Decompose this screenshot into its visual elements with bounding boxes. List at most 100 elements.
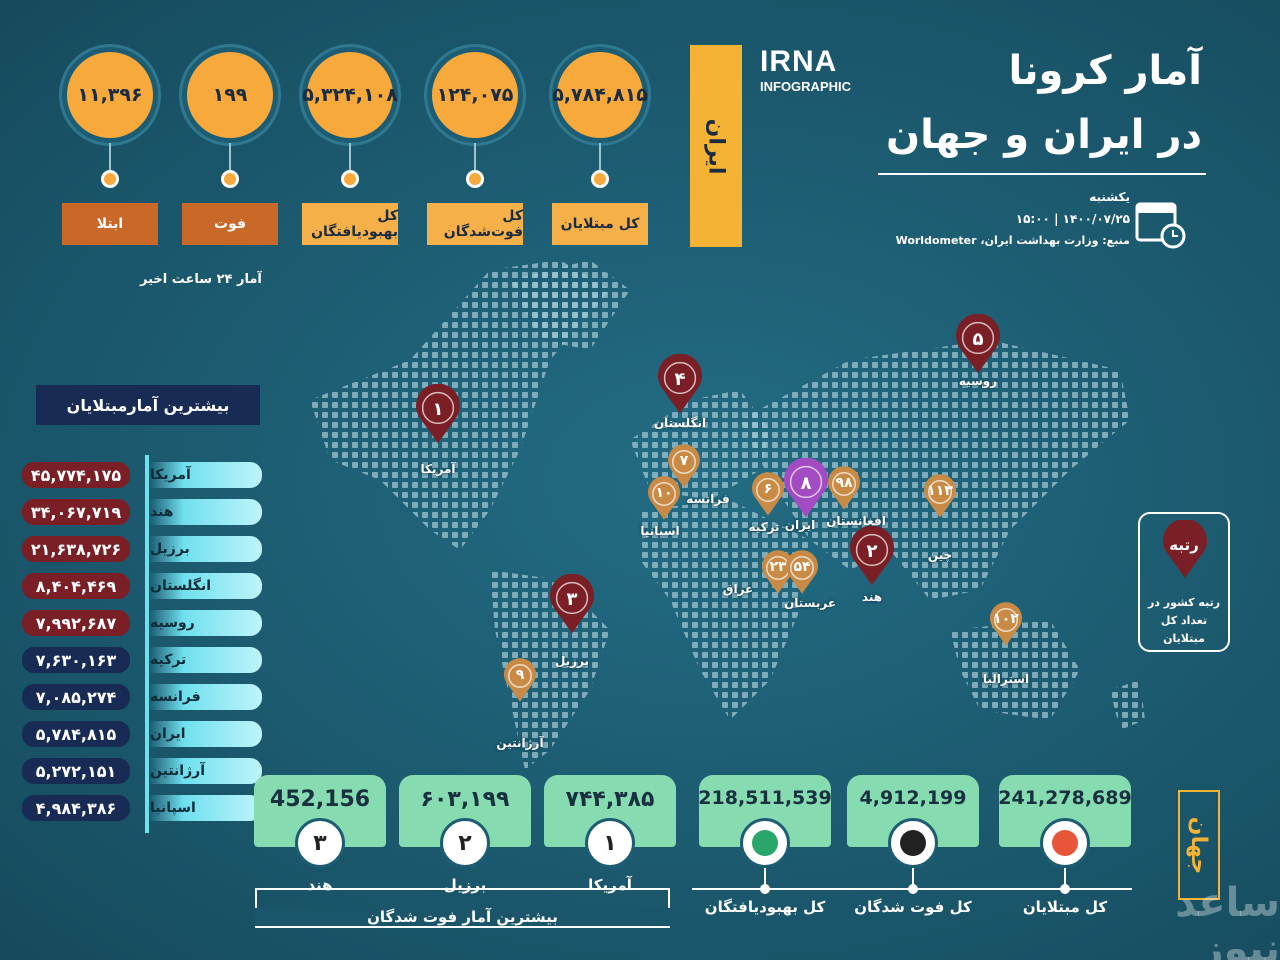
map-pin <box>956 314 1000 374</box>
title: آمار کرونا <box>1008 48 1203 94</box>
country-bar: ایران <box>150 721 262 747</box>
map-pin <box>752 472 784 516</box>
pin-country: انگلستان <box>653 416 707 430</box>
case-value: ۴,۹۸۴,۳۸۶ <box>22 795 130 821</box>
pin-country: عربستان <box>783 596 837 610</box>
country-bar: فرانسه <box>150 684 262 710</box>
pin-rank: ۳ <box>566 589 578 610</box>
watermark: ساعد نیوز <box>1175 880 1280 960</box>
map-pin <box>850 526 894 586</box>
world-box: جهان <box>1178 790 1220 900</box>
death-rank: ۱ <box>585 818 635 868</box>
pin-country: ترکیه <box>748 520 780 534</box>
pin-country: افغانستان <box>826 514 886 528</box>
title: در ایران و جهان <box>885 112 1202 158</box>
logo-sub: INFOGRAPHIC <box>760 79 851 94</box>
pin-rank: ۵ <box>972 329 984 350</box>
connector <box>229 143 231 171</box>
pin-rank: ۷ <box>679 453 689 469</box>
case-value: ۸,۴۰۴,۴۶۹ <box>22 573 130 599</box>
country-bar: اسپانیا <box>150 795 262 821</box>
pin-rank: ۹۸ <box>835 475 853 491</box>
icon <box>900 830 926 856</box>
top-deaths-title: بیشترین آمار فوت شدگان <box>255 908 670 926</box>
map-pin <box>668 444 700 488</box>
world-label: کل فوت شدگان <box>854 898 972 916</box>
stat-label: کل بهبودیافتگان <box>302 203 398 245</box>
country-bar: انگلستان <box>150 573 262 599</box>
dot <box>591 170 609 188</box>
connector <box>109 143 111 171</box>
pin-country: چین <box>927 548 953 562</box>
day: یکشنبه <box>1089 190 1130 204</box>
dot <box>908 884 918 894</box>
case-value: ۷,۰۸۵,۲۷۴ <box>22 684 130 710</box>
calendar-icon <box>1135 202 1186 249</box>
legend-pin <box>1163 520 1207 578</box>
country-bar: آرژانتین <box>150 758 262 784</box>
connector <box>349 143 351 171</box>
world-icon <box>740 818 790 868</box>
case-value: ۷,۶۳۰,۱۶۳ <box>22 647 130 673</box>
pin-rank: ۱۰ <box>655 485 673 501</box>
country-bar: روسیه <box>150 610 262 636</box>
pin-rank: ۹ <box>515 667 525 683</box>
pin-rank: ۲ <box>866 541 878 562</box>
pin-country: هند <box>861 590 883 604</box>
pin-rank: ۵۴ <box>793 559 811 575</box>
case-value: ۴۵,۷۷۴,۱۷۵ <box>22 462 130 488</box>
pin-country: استرالیا <box>982 672 1030 686</box>
legend: رتبه رتبه کشور در تعداد کل مبتلایان <box>1138 512 1230 652</box>
death-country: هند <box>307 876 333 894</box>
death-value: 452,156 <box>254 775 386 847</box>
map-pin <box>784 458 828 518</box>
country-bar: برزیل <box>150 536 262 562</box>
country-bar: آمریکا <box>150 462 262 488</box>
world-label: کل مبتلایان <box>1022 898 1108 916</box>
pin-country: ایران <box>784 518 816 532</box>
pin-country: اسپانیا <box>640 524 680 538</box>
connector <box>912 868 914 886</box>
map-pin <box>416 384 460 444</box>
death-rank: ۳ <box>295 818 345 868</box>
dot <box>1060 884 1070 894</box>
country-bar: ترکیه <box>150 647 262 673</box>
death-rank: ۲ <box>440 818 490 868</box>
stat-circle: ۵,۳۲۴,۱۰۸ <box>302 47 398 143</box>
dot <box>101 170 119 188</box>
connector <box>599 143 601 171</box>
pin-country: آرژانتین <box>496 736 544 750</box>
logo-text: IRNA <box>760 45 838 78</box>
country-bar: هند <box>150 499 262 525</box>
stat-circle: ۵,۷۸۴,۸۱۵ <box>552 47 648 143</box>
map-pin <box>504 658 536 702</box>
dot <box>466 170 484 188</box>
pin-rank: ۲۳ <box>769 559 787 575</box>
stat-circle: ۱۱,۳۹۶ <box>62 47 158 143</box>
world-label: جهان <box>1186 816 1212 874</box>
world-label: کل بهبودیافتگان <box>704 898 826 916</box>
map-pin <box>786 550 818 594</box>
stat-label: ابتلا <box>62 203 158 245</box>
pin-rank: ۱ <box>432 399 444 420</box>
stat-circle: ۱۲۴,۰۷۵ <box>427 47 523 143</box>
world-map <box>310 260 1145 770</box>
legend-title: رتبه <box>1169 536 1199 554</box>
map-pin <box>924 474 956 518</box>
case-value: ۳۴,۰۶۷,۷۱۹ <box>22 499 130 525</box>
dot <box>341 170 359 188</box>
world-icon <box>888 818 938 868</box>
logo: IRNA INFOGRAPHIC <box>760 45 872 97</box>
map-pin <box>648 476 680 520</box>
map-pin <box>550 574 594 634</box>
pin-country: فرانسه <box>686 492 730 506</box>
case-value: ۷,۹۹۲,۶۸۷ <box>22 610 130 636</box>
pin-country: آمریکا <box>420 462 456 476</box>
datetime: ۱۴۰۰/۰۷/۲۵ | ۱۵:۰۰ <box>1015 212 1130 226</box>
stat-circle: ۱۹۹ <box>182 47 278 143</box>
icon <box>1052 830 1078 856</box>
pin-country: روسیه <box>958 374 998 388</box>
source: منبع: وزارت بهداشت ایران، Worldometer <box>895 234 1130 247</box>
connector <box>764 868 766 886</box>
